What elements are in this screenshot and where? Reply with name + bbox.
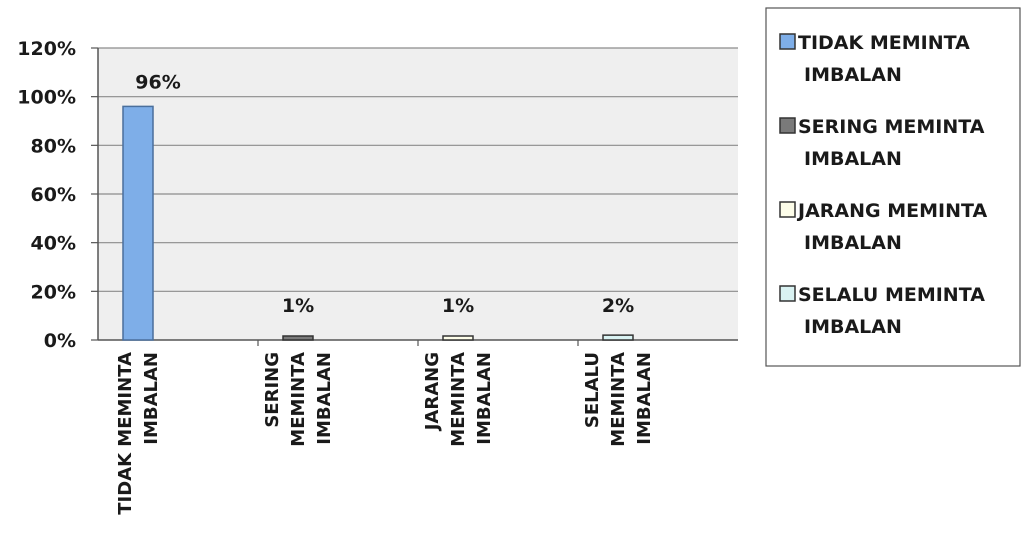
- legend-label: SERING MEMINTA: [798, 116, 985, 138]
- y-tick-label: 100%: [17, 87, 76, 109]
- data-label: 1%: [282, 295, 314, 317]
- category-label: IMBALAN: [474, 352, 495, 445]
- y-tick-label: 60%: [31, 184, 76, 206]
- legend-swatch: [779, 201, 796, 218]
- category-label: IMBALAN: [141, 352, 162, 445]
- category-label: IMBALAN: [314, 352, 335, 445]
- data-label: 96%: [135, 71, 180, 93]
- bar: [282, 335, 314, 341]
- category-label: MEMINTA: [608, 352, 629, 447]
- bar: [602, 334, 634, 341]
- category-label: SELALU: [582, 352, 603, 428]
- y-tick-label: 40%: [31, 233, 76, 255]
- category-label: MEMINTA: [288, 352, 309, 447]
- legend-label: JARANG MEMINTA: [796, 200, 987, 222]
- y-tick-label: 120%: [17, 38, 76, 60]
- legend-box: [765, 7, 1021, 367]
- legend-swatch: [779, 33, 796, 50]
- category-label: MEMINTA: [448, 352, 469, 447]
- legend-swatch: [779, 285, 796, 302]
- legend-swatch: [779, 117, 796, 134]
- legend-label: SELALU MEMINTA: [798, 284, 985, 306]
- y-tick-label: 80%: [31, 135, 76, 157]
- data-label: 1%: [442, 295, 474, 317]
- data-label: 2%: [602, 295, 634, 317]
- legend-label: IMBALAN: [804, 316, 902, 338]
- category-label: TIDAK MEMINTA: [115, 352, 136, 515]
- legend-label: IMBALAN: [804, 64, 902, 86]
- bar: [442, 335, 474, 341]
- category-label: IMBALAN: [634, 352, 655, 445]
- category-label: JARANG: [422, 352, 443, 432]
- legend: TIDAK MEMINTA IMBALAN SERING MEMINTA IMBALA…: [765, 7, 1021, 367]
- plot-area: 120%100%80%60%40%20%0%96%TIDAK MEMINTA IM…: [17, 38, 738, 515]
- legend-label: TIDAK MEMINTA: [798, 32, 970, 54]
- y-tick-label: 20%: [31, 281, 76, 303]
- legend-label: IMBALAN: [804, 232, 902, 254]
- legend-label: IMBALAN: [804, 148, 902, 170]
- y-tick-label: 0%: [44, 330, 76, 352]
- category-label: SERING: [262, 352, 283, 428]
- bar: [122, 105, 154, 341]
